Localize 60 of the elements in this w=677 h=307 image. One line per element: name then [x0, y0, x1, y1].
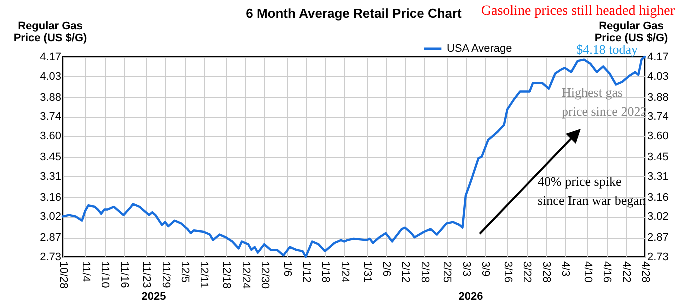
x-tick-label: 4/3 [560, 262, 572, 277]
y2-tick-label: 3.60 [648, 130, 669, 143]
x-tick-label: 2/12 [400, 262, 412, 283]
y-tick-label: 3.74 [40, 111, 62, 124]
y-tick-label: 3.31 [40, 170, 62, 183]
x-tick-label: 2/6 [380, 262, 392, 277]
y-tick-label: 3.45 [40, 152, 62, 164]
x-tick-label: 12/30 [258, 262, 271, 290]
y-tick-label: 2.87 [40, 232, 62, 244]
y2-tick-label: 3.02 [648, 211, 669, 224]
x-tick-label: 1/6 [281, 262, 294, 277]
y2-tick-label: 3.31 [648, 170, 669, 183]
text: 2025 [142, 291, 166, 303]
y2-tick-label: 3.45 [648, 152, 669, 164]
y2-tick-label: 2.87 [648, 232, 669, 244]
y-tick-label: 3.02 [40, 211, 62, 224]
x-tick-label: 3/28 [540, 262, 552, 283]
chart-title: 6 Month Average Retail Price Chart [246, 6, 463, 21]
x-tick-label: 10/28 [58, 262, 70, 290]
text: Gasoline prices still headed higher [481, 4, 676, 19]
text: 2026 [458, 291, 484, 303]
x-tick-label: 2/25 [441, 262, 454, 283]
x-tick-label: 3/16 [502, 262, 514, 283]
x-tick-label: 11/29 [160, 262, 172, 288]
x-tick-label: 12/5 [179, 262, 192, 283]
y-tick-label: 3.88 [40, 92, 62, 104]
x-tick-label: 11/4 [80, 262, 92, 282]
x-tick-label: 1/18 [320, 262, 332, 283]
x-tick-label: 1/12 [300, 262, 313, 283]
x-tick-label: 3/9 [480, 262, 492, 277]
y2-axis-title: Regular Gas Price (US $/G) [594, 20, 669, 44]
y2-tick-label: 3.16 [648, 192, 669, 204]
y-tick-label: 4.17 [40, 52, 62, 64]
y2-tick-label: 2.73 [648, 252, 669, 264]
x-tick-label: 12/24 [240, 262, 252, 290]
y2-tick-label: 4.17 [648, 52, 669, 64]
legend-label: USA Average [447, 43, 512, 55]
x-tick-label: 4/16 [601, 262, 614, 283]
y2-tick-label: 3.88 [648, 92, 669, 104]
x-tick-label: 4/28 [640, 262, 652, 283]
y-axis-title: Regular Gas Price (US $/G) [14, 20, 88, 44]
x-tick-label: 3/22 [521, 262, 534, 283]
y-tick-label: 2.73 [40, 252, 62, 264]
x-tick-label: 2/18 [418, 262, 431, 283]
x-tick-label: 3/3 [460, 262, 472, 277]
x-tick-label: 4/10 [582, 262, 594, 283]
y-tick-label: 4.03 [40, 70, 62, 83]
y-tick-label: 3.60 [40, 130, 62, 143]
x-tick-label: 12/18 [220, 262, 233, 290]
line-series [62, 56, 646, 258]
x-tick-label: 11/16 [118, 262, 130, 288]
y2-tick-label: 3.74 [648, 111, 669, 124]
x-tick-label: 4/22 [620, 262, 632, 283]
x-tick-label: 11/23 [140, 262, 153, 288]
x-tick-label: 1/31 [361, 262, 374, 283]
y-tick-label: 3.16 [40, 192, 62, 204]
y2-tick-label: 4.03 [648, 70, 669, 83]
x-tick-label: 11/10 [99, 262, 112, 288]
x-tick-label: 1/24 [338, 262, 351, 283]
x-tick-label: 12/11 [198, 262, 210, 288]
